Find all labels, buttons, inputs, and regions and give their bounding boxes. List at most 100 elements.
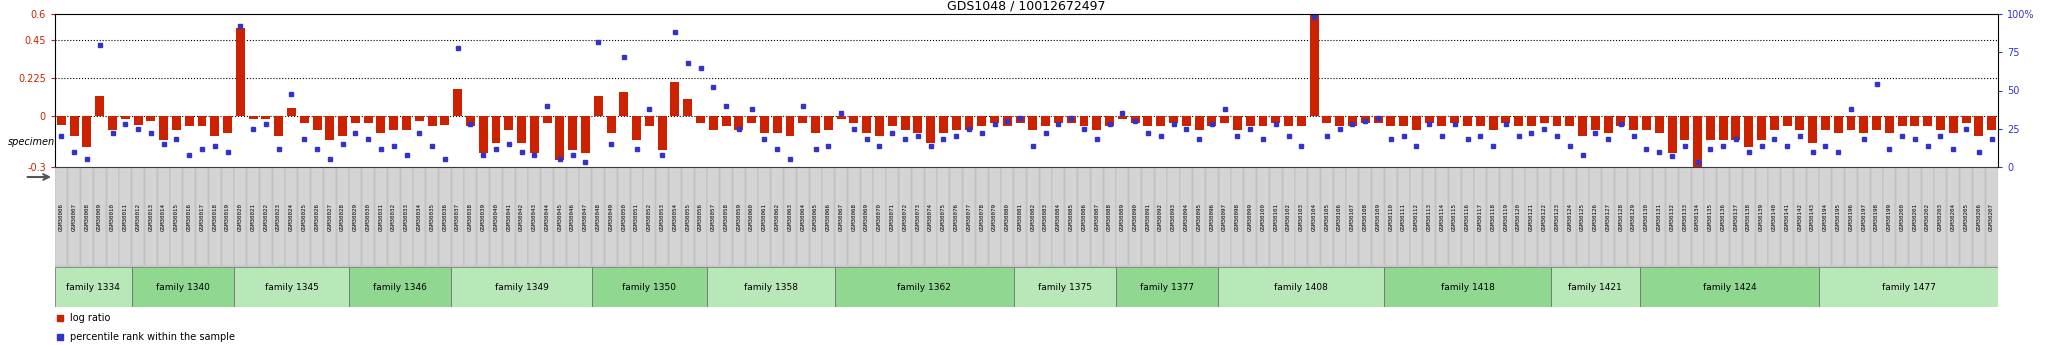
Text: log ratio: log ratio (70, 313, 111, 323)
Bar (874, 168, 885, 266)
Bar (1411, 168, 1423, 266)
Bar (131, 168, 143, 266)
Text: GSM30198: GSM30198 (1874, 203, 1880, 231)
Bar (823, 116, 834, 130)
Bar (1014, 267, 1116, 307)
Text: family 1358: family 1358 (743, 283, 799, 292)
Bar (1769, 116, 1780, 130)
Text: GSM30015: GSM30015 (174, 203, 178, 231)
Bar (248, 116, 258, 119)
Bar (1935, 168, 1946, 266)
Text: GSM30024: GSM30024 (289, 203, 295, 231)
Bar (1282, 168, 1294, 266)
Bar (1399, 116, 1409, 126)
Bar (1821, 116, 1831, 130)
Bar (1538, 168, 1550, 266)
Bar (1911, 116, 1919, 126)
Bar (530, 116, 539, 154)
Bar (365, 116, 373, 123)
Text: GSM30127: GSM30127 (1606, 203, 1610, 231)
Bar (1384, 267, 1550, 307)
Text: GSM30119: GSM30119 (1503, 203, 1509, 231)
Bar (1782, 116, 1792, 126)
Bar (1745, 116, 1753, 147)
Text: GSM30032: GSM30032 (391, 203, 395, 231)
Bar (1257, 168, 1270, 266)
Bar (438, 168, 451, 266)
Text: GSM30200: GSM30200 (1901, 203, 1905, 231)
Text: GSM30061: GSM30061 (762, 203, 766, 231)
Bar (96, 96, 104, 116)
Bar (1845, 168, 1858, 266)
Text: GSM30076: GSM30076 (954, 203, 958, 231)
Text: GSM30205: GSM30205 (1964, 203, 1968, 231)
Text: GSM30114: GSM30114 (1440, 203, 1444, 231)
Bar (1374, 116, 1382, 123)
Bar (874, 116, 885, 136)
Text: GSM30207: GSM30207 (1989, 203, 1995, 231)
Text: GSM30036: GSM30036 (442, 203, 446, 231)
Text: GSM30194: GSM30194 (1823, 203, 1829, 231)
Bar (975, 168, 987, 266)
Bar (1796, 116, 1804, 130)
Text: GSM30098: GSM30098 (1235, 203, 1239, 231)
Text: family 1340: family 1340 (156, 283, 209, 292)
Text: GSM30074: GSM30074 (928, 203, 934, 231)
Bar (1833, 116, 1843, 133)
Text: GSM30087: GSM30087 (1094, 203, 1100, 231)
Bar (1819, 168, 1831, 266)
Bar (772, 168, 782, 266)
Bar (1589, 168, 1602, 266)
Bar (1284, 116, 1292, 126)
Bar (1909, 168, 1921, 266)
Bar (1640, 168, 1653, 266)
Text: GSM30142: GSM30142 (1798, 203, 1802, 231)
Bar (477, 168, 489, 266)
Bar (311, 168, 324, 266)
Bar (145, 116, 156, 121)
Text: GSM30131: GSM30131 (1657, 203, 1661, 231)
Bar (1806, 168, 1819, 266)
Bar (221, 168, 233, 266)
Text: GSM30050: GSM30050 (621, 203, 627, 231)
Bar (1679, 168, 1692, 266)
Bar (758, 168, 770, 266)
Bar (1884, 116, 1894, 133)
Text: GSM30133: GSM30133 (1681, 203, 1688, 231)
Bar (633, 116, 641, 140)
Bar (811, 116, 819, 133)
Text: GSM30112: GSM30112 (1413, 203, 1419, 231)
Text: GSM30115: GSM30115 (1452, 203, 1458, 231)
Bar (1962, 116, 1970, 123)
Text: GSM30043: GSM30043 (532, 203, 537, 231)
Text: GSM30103: GSM30103 (1298, 203, 1305, 231)
Bar (1055, 116, 1063, 123)
Text: GSM30123: GSM30123 (1554, 203, 1559, 231)
Text: GSM30136: GSM30136 (1720, 203, 1726, 231)
Text: GSM30065: GSM30065 (813, 203, 817, 231)
Text: GSM30040: GSM30040 (494, 203, 498, 231)
Bar (938, 168, 950, 266)
Bar (733, 168, 745, 266)
Bar (1194, 116, 1204, 130)
Bar (745, 168, 758, 266)
Bar (797, 168, 809, 266)
Bar (1053, 168, 1065, 266)
Bar (1386, 116, 1395, 126)
Text: GSM30020: GSM30020 (238, 203, 244, 231)
Text: family 1345: family 1345 (264, 283, 317, 292)
Bar (1245, 116, 1255, 126)
Bar (567, 168, 580, 266)
Bar (465, 168, 477, 266)
Text: GSM30093: GSM30093 (1171, 203, 1176, 231)
Bar (121, 116, 129, 119)
Text: family 1377: family 1377 (1141, 283, 1194, 292)
Bar (1526, 168, 1538, 266)
Text: GSM30049: GSM30049 (608, 203, 614, 231)
Text: GSM30135: GSM30135 (1708, 203, 1712, 231)
Text: GSM30079: GSM30079 (991, 203, 997, 231)
Bar (170, 168, 182, 266)
Bar (401, 116, 412, 130)
Bar (823, 168, 834, 266)
Text: GSM30132: GSM30132 (1669, 203, 1675, 231)
